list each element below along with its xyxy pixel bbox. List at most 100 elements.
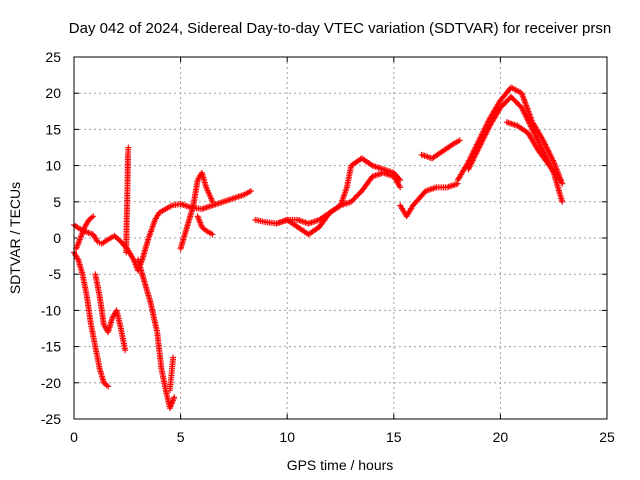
y-tick-label: 20 bbox=[45, 85, 61, 101]
data-point bbox=[547, 153, 554, 160]
series-arc-f bbox=[134, 256, 178, 412]
data-point bbox=[525, 117, 532, 124]
data-point bbox=[479, 137, 486, 144]
series-arc-d bbox=[92, 271, 129, 354]
data-point bbox=[74, 255, 81, 262]
data-point bbox=[474, 147, 481, 154]
data-point bbox=[397, 184, 404, 191]
series-arc-o bbox=[465, 93, 566, 205]
x-tick-label: 10 bbox=[279, 429, 295, 445]
data-point bbox=[530, 129, 537, 136]
series-arc-p bbox=[503, 119, 564, 184]
y-tick-label: 5 bbox=[53, 194, 61, 210]
data-point bbox=[530, 127, 537, 134]
data-point bbox=[520, 107, 527, 114]
data-point bbox=[559, 180, 566, 187]
data-point bbox=[531, 130, 538, 137]
data-point bbox=[522, 111, 529, 118]
data-point bbox=[532, 133, 539, 140]
data-point bbox=[480, 135, 487, 142]
data-point bbox=[476, 143, 483, 150]
data-point bbox=[540, 138, 547, 145]
chart-title: Day 042 of 2024, Sidereal Day-to-day VTE… bbox=[69, 20, 611, 37]
data-point bbox=[542, 141, 549, 148]
data-point bbox=[170, 354, 177, 361]
series-arc-a bbox=[71, 187, 254, 274]
data-point bbox=[336, 203, 343, 210]
data-point bbox=[125, 144, 132, 151]
data-point bbox=[529, 126, 536, 133]
data-point bbox=[466, 164, 473, 171]
data-point bbox=[368, 161, 375, 168]
data-point bbox=[472, 151, 479, 158]
data-point bbox=[473, 148, 480, 155]
data-point bbox=[468, 158, 475, 165]
data-point bbox=[532, 132, 539, 139]
y-tick-label: -10 bbox=[41, 302, 61, 318]
data-point bbox=[467, 161, 474, 168]
data-point bbox=[483, 130, 490, 137]
series-arc-j bbox=[252, 155, 404, 238]
data-point bbox=[473, 150, 480, 157]
data-point bbox=[465, 166, 472, 173]
data-layer bbox=[71, 84, 566, 412]
data-point bbox=[556, 175, 563, 182]
data-point bbox=[544, 145, 551, 152]
data-point bbox=[549, 157, 556, 164]
data-point bbox=[90, 213, 97, 220]
data-point bbox=[209, 198, 216, 205]
data-point bbox=[542, 143, 549, 150]
data-point bbox=[535, 137, 542, 144]
data-point bbox=[520, 109, 527, 116]
data-point bbox=[209, 231, 216, 238]
x-tick-label: 15 bbox=[386, 429, 402, 445]
data-point bbox=[519, 106, 526, 113]
series-arc-i bbox=[194, 213, 216, 238]
data-point bbox=[545, 147, 552, 154]
data-point bbox=[541, 140, 548, 147]
data-point bbox=[527, 122, 534, 129]
data-point bbox=[105, 383, 112, 390]
series-arc-b bbox=[71, 249, 112, 390]
y-tick-label: -25 bbox=[41, 411, 61, 427]
data-point bbox=[477, 141, 484, 148]
data-point bbox=[522, 113, 529, 120]
y-tick-label: -15 bbox=[41, 339, 61, 355]
data-point bbox=[481, 134, 488, 141]
data-point bbox=[468, 160, 475, 167]
data-point bbox=[471, 154, 478, 161]
data-point bbox=[549, 156, 556, 163]
data-point bbox=[484, 127, 491, 134]
data-point bbox=[540, 137, 547, 144]
data-point bbox=[546, 150, 553, 157]
plot-frame bbox=[73, 56, 608, 420]
x-axis-label: GPS time / hours bbox=[287, 457, 394, 473]
data-point bbox=[525, 119, 532, 126]
data-point bbox=[470, 156, 477, 163]
data-point bbox=[471, 153, 478, 160]
series-arc-c bbox=[73, 213, 97, 252]
data-point bbox=[481, 132, 488, 139]
data-point bbox=[533, 135, 540, 142]
data-point bbox=[524, 116, 531, 123]
data-point bbox=[557, 177, 564, 184]
data-point bbox=[478, 140, 485, 147]
data-point bbox=[526, 120, 533, 127]
data-point bbox=[247, 187, 254, 194]
y-tick-label: 10 bbox=[45, 158, 61, 174]
series-arc-k bbox=[273, 169, 404, 227]
series-arc-m bbox=[418, 137, 463, 162]
data-point bbox=[528, 124, 535, 131]
y-tick-label: 0 bbox=[53, 230, 61, 246]
series-arc-l bbox=[397, 180, 461, 220]
series-arc-h bbox=[177, 169, 216, 252]
y-tick-label: -5 bbox=[49, 266, 62, 282]
data-point bbox=[547, 151, 554, 158]
series-arc-e bbox=[123, 144, 132, 256]
data-point bbox=[88, 214, 95, 221]
y-axis-label: SDTVAR / TECUs bbox=[7, 182, 23, 294]
data-point bbox=[545, 148, 552, 155]
x-tick-label: 0 bbox=[70, 429, 78, 445]
data-point bbox=[171, 394, 178, 401]
data-point bbox=[534, 136, 541, 143]
